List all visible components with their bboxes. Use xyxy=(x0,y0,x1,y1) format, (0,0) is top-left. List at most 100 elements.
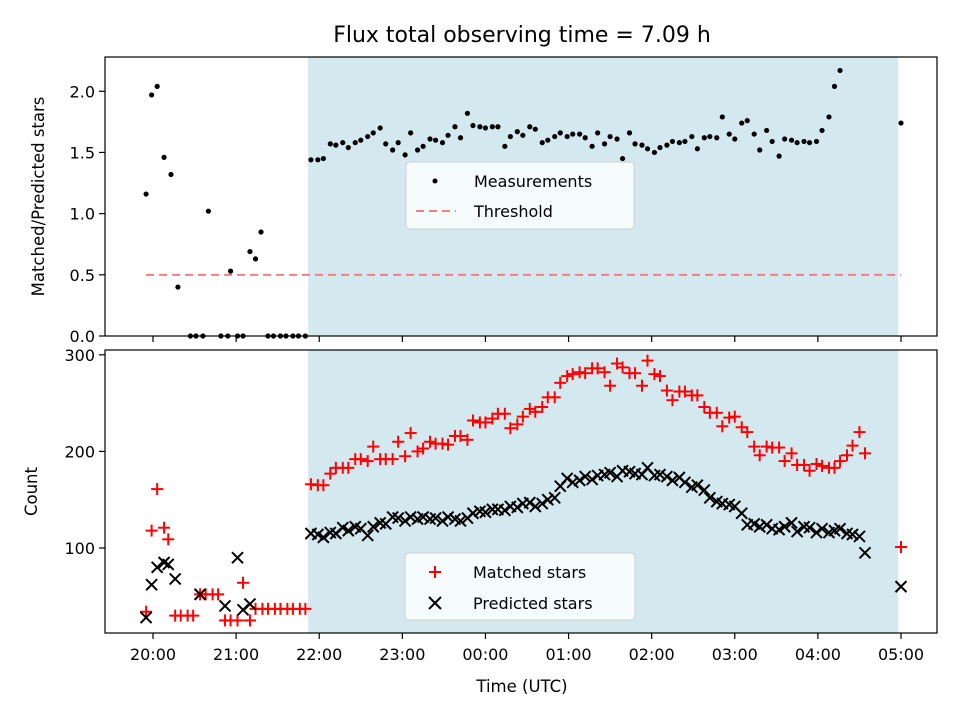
x-tick-label: 22:00 xyxy=(296,645,342,664)
matched-star-point xyxy=(678,385,691,398)
matched-star-point xyxy=(536,400,549,413)
bottom-y-tick-label: 200 xyxy=(64,442,95,461)
measurement-point xyxy=(801,138,807,145)
matched-star-point xyxy=(840,449,853,462)
top-y-tick-label: 1.5 xyxy=(70,143,95,162)
measurement-point xyxy=(557,130,563,136)
matched-star-point xyxy=(598,366,611,379)
predicted-star-point xyxy=(703,491,717,504)
matched-star-point xyxy=(417,442,430,455)
x-tick-label: 00:00 xyxy=(462,645,508,664)
legend-predicted-marker xyxy=(428,596,442,610)
measurement-point xyxy=(739,120,745,126)
measurement-point xyxy=(377,125,383,131)
measurement-point xyxy=(632,141,638,147)
matched-star-point xyxy=(785,447,798,460)
matched-star-point xyxy=(237,576,250,589)
measurement-point xyxy=(552,133,558,140)
bottom-y-axis-label: Count xyxy=(22,466,41,516)
measurement-point xyxy=(707,133,713,140)
measurement-point xyxy=(788,137,795,143)
bottom-y-tick-label: 100 xyxy=(64,539,95,558)
top-y-axis-label: Matched/Predicted stars xyxy=(29,97,48,297)
predicted-star-point xyxy=(404,510,417,524)
measurements-series xyxy=(143,67,904,339)
measurement-point xyxy=(507,133,513,140)
matched-star-point xyxy=(140,605,153,618)
predicted-star-point xyxy=(803,521,816,534)
matched-star-point xyxy=(554,376,567,389)
matched-star-point xyxy=(753,449,766,462)
measurement-point xyxy=(482,125,489,131)
measurement-point xyxy=(408,130,414,136)
predicted-star-point xyxy=(157,556,171,569)
measurement-point xyxy=(539,140,545,146)
measurement-point xyxy=(577,131,583,137)
matched-star-point xyxy=(604,379,617,392)
matched-star-point xyxy=(461,433,474,446)
predicted-star-point xyxy=(678,476,692,489)
predicted-star-point xyxy=(317,531,330,544)
matched-star-point xyxy=(846,439,859,452)
predicted-star-point xyxy=(790,525,804,538)
matched-star-point xyxy=(548,391,561,404)
predicted-star-point xyxy=(523,496,536,509)
predicted-star-point xyxy=(416,510,430,524)
predicted-star-point xyxy=(441,510,455,524)
predicted-star-point xyxy=(479,506,492,519)
matched-star-point xyxy=(741,426,754,439)
predicted-star-point xyxy=(436,514,449,528)
measurement-point xyxy=(308,157,314,163)
matched-star-point xyxy=(691,389,704,402)
predicted-star-point xyxy=(585,473,599,486)
matched-star-point xyxy=(386,453,399,466)
predicted-star-point xyxy=(698,483,711,497)
measurement-point xyxy=(247,248,253,255)
bottom-panel: 100 200 300 20:00 21:00 22:00 23:00 00:00 01:00… xyxy=(22,346,938,696)
measurement-point xyxy=(432,137,439,143)
matched-star-point xyxy=(342,461,355,474)
measurement-point xyxy=(726,131,732,137)
x-tick-label: 02:00 xyxy=(629,645,675,664)
matched-star-point xyxy=(317,479,330,492)
matched-star-point xyxy=(324,467,337,480)
measurement-point xyxy=(477,124,483,130)
measurement-point xyxy=(452,124,458,130)
predicted-star-point xyxy=(894,580,908,593)
predicted-star-point xyxy=(454,514,467,528)
matched-star-point xyxy=(635,379,648,392)
matched-star-point xyxy=(858,447,871,460)
predicted-stars-series xyxy=(139,461,908,624)
predicted-star-point xyxy=(541,493,554,506)
measurement-point xyxy=(744,118,750,124)
measurement-point xyxy=(439,140,446,146)
matched-star-point xyxy=(392,435,405,448)
predicted-star-point xyxy=(511,501,524,514)
matched-star-point xyxy=(778,455,791,468)
measurement-point xyxy=(644,146,651,152)
matched-star-point xyxy=(828,461,841,474)
predicted-star-point xyxy=(398,514,412,528)
measurement-point xyxy=(470,122,476,129)
predicted-star-point xyxy=(498,504,512,517)
predicted-star-point xyxy=(548,491,561,504)
matched-star-point xyxy=(399,450,412,463)
legend-matched-marker xyxy=(429,566,441,578)
predicted-star-point xyxy=(785,516,798,530)
top-legend: Measurements Threshold xyxy=(405,161,635,230)
measurement-point xyxy=(776,153,782,159)
measurement-point xyxy=(589,143,595,149)
measurement-point xyxy=(149,92,155,98)
measurement-point xyxy=(714,135,720,141)
matched-star-point xyxy=(466,414,479,427)
measurement-point xyxy=(358,137,364,143)
matched-star-point xyxy=(616,361,629,374)
predicted-star-point xyxy=(536,497,549,510)
matched-star-point xyxy=(151,483,164,496)
matched-star-point xyxy=(798,458,811,471)
legend-threshold-label: Threshold xyxy=(473,202,553,221)
measurement-point xyxy=(570,131,576,137)
measurement-point xyxy=(582,135,588,141)
